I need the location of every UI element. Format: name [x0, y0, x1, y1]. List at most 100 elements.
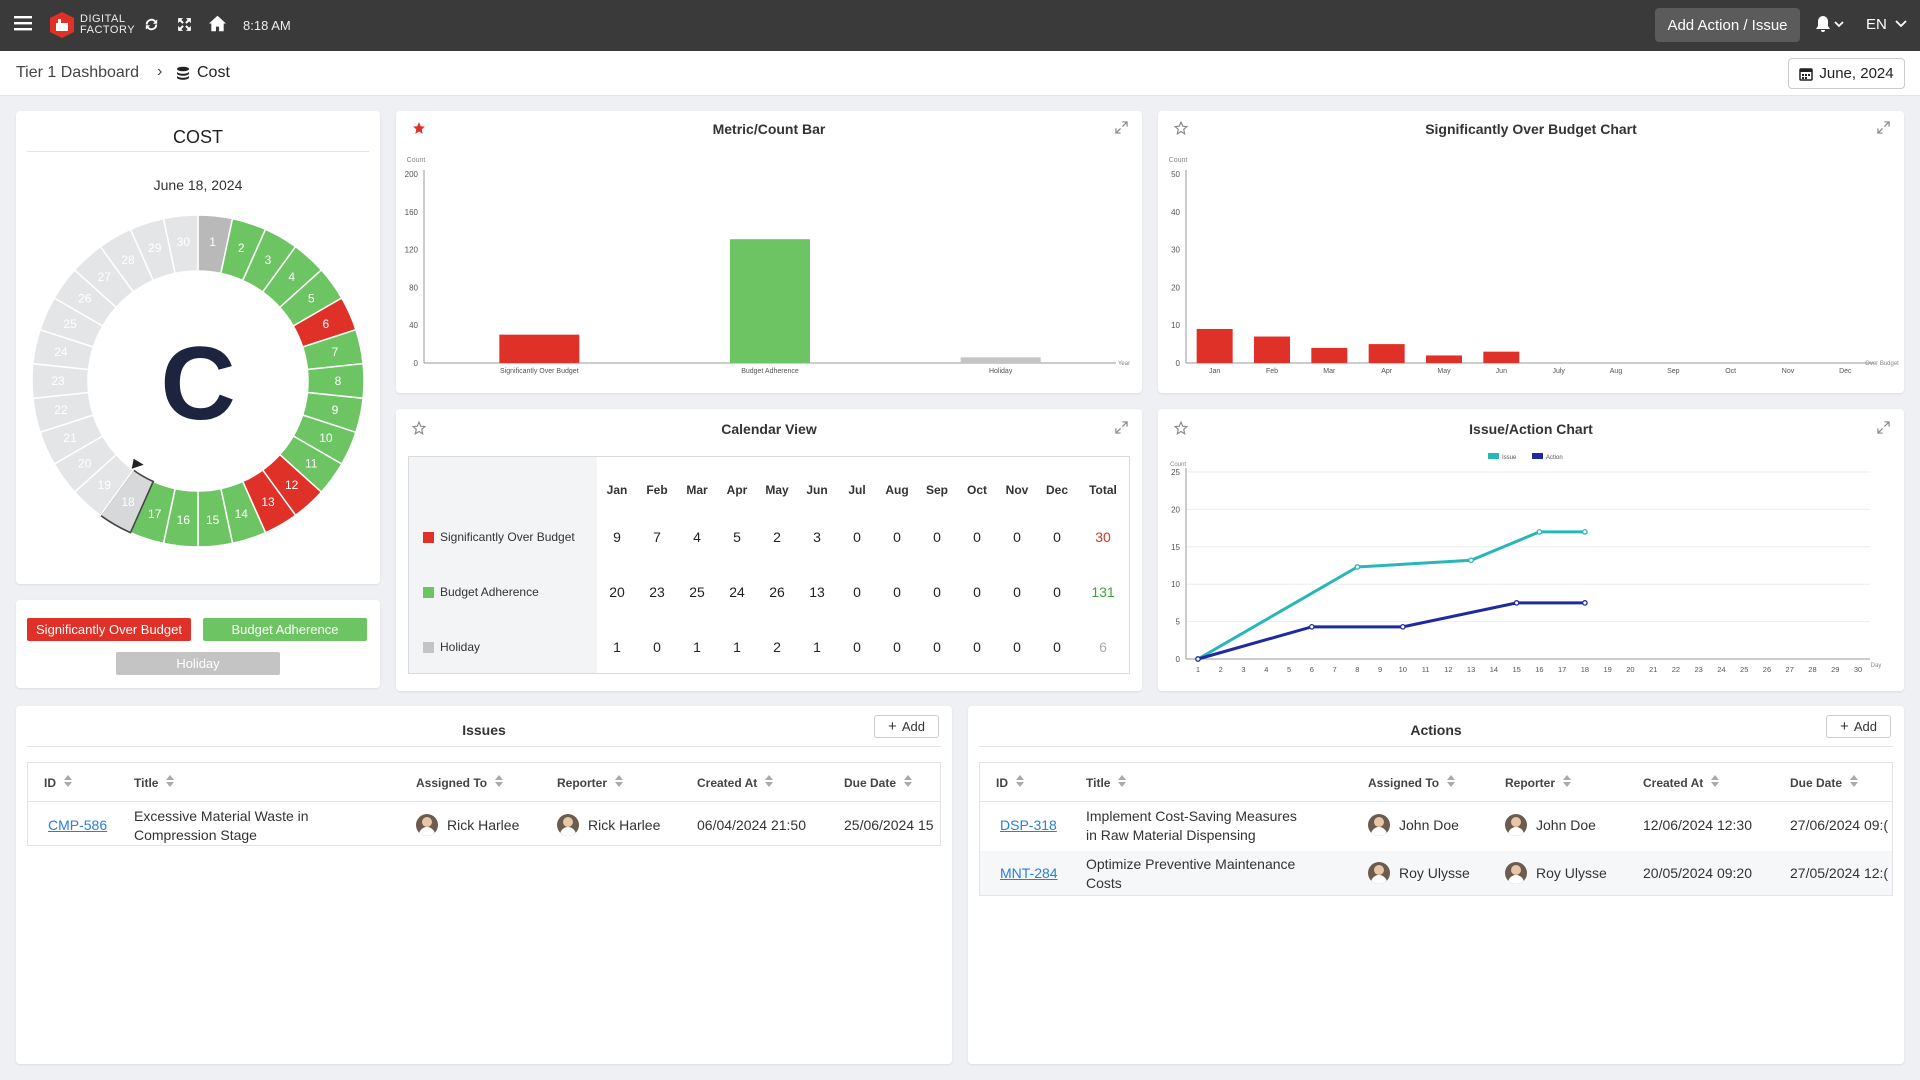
row-id-link-text[interactable]: CMP-586: [48, 817, 108, 833]
row-id-link-text[interactable]: MNT-284: [1000, 865, 1058, 881]
column-header[interactable]: Reporter: [1505, 775, 1572, 790]
y-tick-label: 200: [405, 170, 419, 179]
sort-icon[interactable]: [1118, 775, 1127, 790]
star-outline-icon[interactable]: [1174, 421, 1188, 435]
x-tick-label: 12: [1444, 665, 1452, 674]
x-tick-label: 6: [1310, 665, 1314, 674]
column-header[interactable]: Created At: [697, 775, 774, 790]
y-axis-label: Count: [407, 157, 426, 164]
column-header[interactable]: Title: [1086, 775, 1127, 790]
calendar-cell: 0: [1013, 639, 1021, 655]
calendar-cell: 23: [649, 584, 665, 600]
row-id-link[interactable]: DSP-318: [1000, 817, 1057, 833]
language-selector[interactable]: EN: [1866, 16, 1907, 33]
row-id-link-text[interactable]: DSP-318: [1000, 817, 1057, 833]
column-header[interactable]: Created At: [1643, 775, 1720, 790]
sort-icon[interactable]: [615, 775, 624, 790]
expand-icon[interactable]: [1877, 121, 1890, 134]
calendar-cell: 0: [973, 529, 981, 545]
add-issue-button[interactable]: + Add: [874, 715, 939, 738]
sort-icon[interactable]: [1711, 775, 1720, 790]
table-row[interactable]: [980, 851, 1892, 895]
sort-icon[interactable]: [1850, 775, 1859, 790]
day-number: 4: [288, 270, 295, 284]
metric-bar-chart: Count 0 40 80 120 160 200 Significantly Over Bu…: [405, 157, 1130, 375]
column-header[interactable]: ID: [44, 775, 72, 790]
data-point: [1513, 600, 1520, 606]
divider: [979, 746, 1893, 747]
day-number: 1: [209, 235, 216, 249]
x-tick-label: 15: [1512, 665, 1520, 674]
bar: [1311, 347, 1348, 363]
row-due-date: 27/05/2024 12:(: [1790, 865, 1888, 881]
fullscreen-icon[interactable]: [176, 16, 193, 33]
column-header-label: ID: [44, 775, 56, 790]
column-header[interactable]: Title: [134, 775, 175, 790]
x-tick-label: 20: [1626, 665, 1634, 674]
calendar-total-cell: 30: [1095, 529, 1111, 545]
sort-icon[interactable]: [1016, 775, 1024, 790]
calendar-row-label: Holiday: [423, 640, 480, 654]
calendar-cell: 0: [1053, 639, 1061, 655]
row-label-text: Budget Adherence: [440, 585, 539, 599]
home-icon[interactable]: [208, 15, 227, 32]
row-id-link[interactable]: CMP-586: [48, 817, 107, 833]
star-filled-icon[interactable]: [412, 121, 426, 135]
app-logo[interactable]: DIGITAL FACTORY: [48, 11, 135, 39]
column-header-label: Assigned To: [1368, 775, 1440, 790]
sort-icon[interactable]: [1563, 775, 1572, 790]
star-outline-icon[interactable]: [412, 421, 426, 435]
column-header[interactable]: ID: [996, 775, 1024, 790]
avatar: [1505, 862, 1527, 884]
calendar-cell: 0: [893, 584, 901, 600]
add-action-issue-button[interactable]: Add Action / Issue: [1655, 8, 1800, 42]
day-number: 25: [63, 317, 77, 331]
x-tick-label: 7: [1332, 665, 1336, 674]
day-number: 5: [308, 292, 315, 306]
y-tick-label: 10: [1171, 580, 1180, 589]
expand-icon[interactable]: [1115, 121, 1128, 134]
calendar-cell: 2: [773, 639, 781, 655]
expand-icon[interactable]: [1115, 421, 1128, 434]
metric-count-bar-card: Metric/Count Bar Count 0 40 80 120 160 200 Sign…: [396, 111, 1142, 393]
sort-icon[interactable]: [64, 775, 72, 790]
breadcrumb-tier1-dashboard[interactable]: Tier 1 Dashboard: [16, 64, 140, 81]
sort-icon[interactable]: [765, 775, 774, 790]
breadcrumb-current: Cost: [175, 64, 230, 82]
breadcrumb-bar: Tier 1 Dashboard › Cost June, 2024: [0, 51, 1920, 96]
column-header-label: ID: [996, 775, 1008, 790]
sort-icon[interactable]: [166, 775, 175, 790]
data-point: [1354, 564, 1361, 570]
actions-title: Actions: [1410, 722, 1462, 738]
day-number: 6: [323, 317, 330, 331]
add-action-button[interactable]: + Add: [1826, 715, 1891, 738]
x-tick-label: 21: [1649, 665, 1657, 674]
star-outline-icon[interactable]: [1174, 121, 1188, 135]
x-tick-label: Budget Adherence: [741, 368, 799, 375]
menu-icon[interactable]: [14, 15, 32, 31]
notification-bell-icon[interactable]: [1814, 14, 1844, 39]
month-picker-button[interactable]: June, 2024: [1788, 58, 1905, 89]
column-header[interactable]: Assigned To: [416, 775, 504, 790]
row-due-date: 25/06/2024 15: [844, 817, 934, 833]
column-header-label: Due Date: [1790, 775, 1843, 790]
day-number: 26: [78, 292, 92, 306]
day-segment[interactable]: [162, 214, 199, 275]
sort-icon[interactable]: [904, 775, 913, 790]
header-divider: [28, 801, 940, 802]
row-assigned-to: Roy Ulysse: [1368, 862, 1470, 884]
avatar: [557, 814, 579, 836]
sort-icon[interactable]: [495, 775, 504, 790]
expand-icon[interactable]: [1877, 421, 1890, 434]
column-header[interactable]: Reporter: [557, 775, 624, 790]
bar: [1254, 336, 1290, 363]
sort-icon[interactable]: [1447, 775, 1456, 790]
refresh-icon[interactable]: [143, 16, 160, 33]
column-header[interactable]: Due Date: [1790, 775, 1859, 790]
row-assigned-to-text: Roy Ulysse: [1399, 865, 1470, 881]
calendar-cell: 9: [613, 529, 621, 545]
x-tick-label: Oct: [1725, 368, 1736, 375]
row-id-link[interactable]: MNT-284: [1000, 865, 1058, 881]
column-header[interactable]: Due Date: [844, 775, 913, 790]
column-header[interactable]: Assigned To: [1368, 775, 1456, 790]
